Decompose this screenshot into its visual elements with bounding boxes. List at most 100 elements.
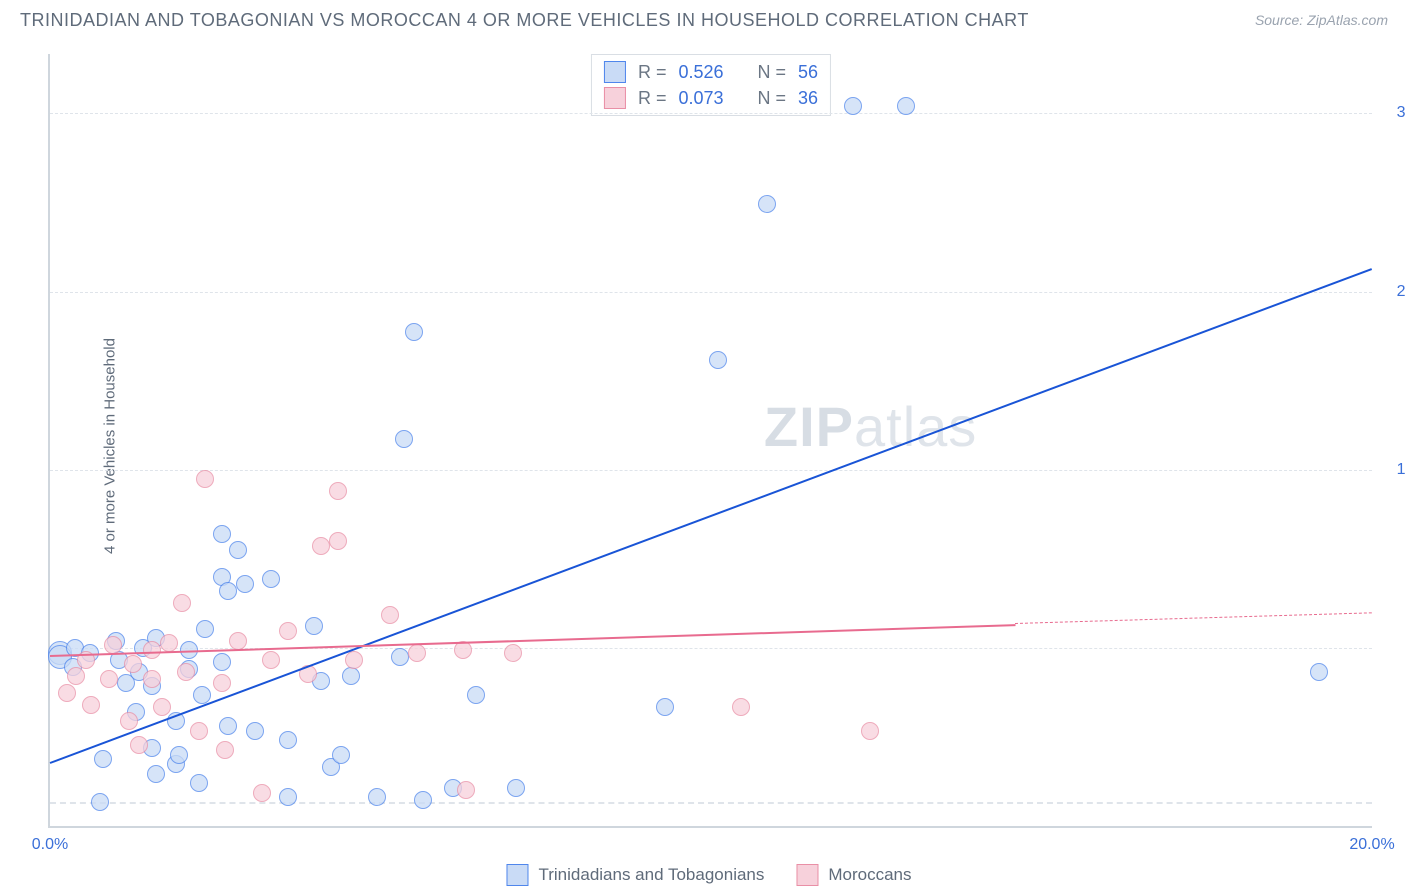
data-point — [262, 651, 280, 669]
data-point — [82, 696, 100, 714]
r-value: 0.526 — [678, 59, 723, 85]
regression-line — [50, 268, 1373, 764]
x-tick-label: 20.0% — [1349, 836, 1394, 854]
legend-row: R = 0.526 N = 56 — [604, 59, 818, 85]
data-point — [381, 606, 399, 624]
data-point — [213, 674, 231, 692]
data-point — [246, 722, 264, 740]
data-point — [177, 663, 195, 681]
legend-item: Trinidadians and Tobagonians — [506, 864, 764, 886]
y-tick-label: 7.5% — [1382, 639, 1406, 657]
data-point — [120, 712, 138, 730]
data-point — [467, 686, 485, 704]
n-value: 36 — [798, 85, 818, 111]
regression-line — [1015, 612, 1372, 624]
data-point — [1310, 663, 1328, 681]
legend-label: Moroccans — [828, 865, 911, 885]
data-point — [279, 622, 297, 640]
legend-swatch — [604, 87, 626, 109]
data-point — [190, 774, 208, 792]
data-point — [504, 644, 522, 662]
data-point — [253, 784, 271, 802]
data-point — [213, 653, 231, 671]
plot-area: ZIPatlas R =0.526N =56R =0.073N =36 7.5%… — [48, 54, 1372, 828]
data-point — [732, 698, 750, 716]
data-point — [457, 781, 475, 799]
data-point — [160, 634, 178, 652]
data-point — [94, 750, 112, 768]
data-point — [153, 698, 171, 716]
legend-row: R = 0.073 N = 36 — [604, 85, 818, 111]
data-point — [391, 648, 409, 666]
gridline — [50, 470, 1372, 471]
data-point — [312, 537, 330, 555]
data-point — [58, 684, 76, 702]
data-point — [196, 470, 214, 488]
gridline — [50, 292, 1372, 293]
data-point — [170, 746, 188, 764]
data-point — [656, 698, 674, 716]
r-label: R = — [638, 59, 667, 85]
data-point — [196, 620, 214, 638]
data-point — [67, 667, 85, 685]
data-point — [91, 793, 109, 811]
data-point — [305, 617, 323, 635]
regression-line — [50, 624, 1015, 657]
n-label: N = — [758, 59, 787, 85]
data-point — [342, 667, 360, 685]
data-point — [329, 482, 347, 500]
data-point — [130, 736, 148, 754]
series-legend: Trinidadians and Tobagonians Moroccans — [506, 864, 911, 886]
data-point — [173, 594, 191, 612]
data-point — [395, 430, 413, 448]
data-point — [279, 788, 297, 806]
data-point — [124, 655, 142, 673]
data-point — [414, 791, 432, 809]
data-point — [405, 323, 423, 341]
y-tick-label: 15.0% — [1382, 461, 1406, 479]
data-point — [216, 741, 234, 759]
legend-swatch — [796, 864, 818, 886]
data-point — [844, 97, 862, 115]
data-point — [229, 541, 247, 559]
data-point — [229, 632, 247, 650]
data-point — [758, 195, 776, 213]
data-point — [709, 351, 727, 369]
legend-swatch — [506, 864, 528, 886]
n-value: 56 — [798, 59, 818, 85]
data-point — [262, 570, 280, 588]
source-label: Source: ZipAtlas.com — [1255, 12, 1388, 28]
correlation-legend: R = 0.526 N = 56 R = 0.073 N = 36 — [591, 54, 831, 116]
data-point — [279, 731, 297, 749]
r-value: 0.073 — [678, 85, 723, 111]
legend-swatch — [604, 61, 626, 83]
data-point — [213, 525, 231, 543]
data-point — [332, 746, 350, 764]
x-tick-label: 0.0% — [32, 836, 68, 854]
chart-title: TRINIDADIAN AND TOBAGONIAN VS MOROCCAN 4… — [20, 10, 1029, 31]
gridline — [50, 113, 1372, 114]
data-point — [368, 788, 386, 806]
legend-item: Moroccans — [796, 864, 911, 886]
r-label: R = — [638, 85, 667, 111]
data-point — [143, 670, 161, 688]
y-tick-label: 22.5% — [1382, 283, 1406, 301]
data-point — [219, 717, 237, 735]
data-point — [236, 575, 254, 593]
data-point — [219, 582, 237, 600]
watermark-light: atlas — [854, 395, 977, 458]
data-point — [100, 670, 118, 688]
watermark-bold: ZIP — [764, 395, 854, 458]
data-point — [147, 765, 165, 783]
data-point — [345, 651, 363, 669]
data-point — [861, 722, 879, 740]
y-tick-label: 30.0% — [1382, 104, 1406, 122]
gridline — [50, 802, 1372, 804]
n-label: N = — [758, 85, 787, 111]
data-point — [507, 779, 525, 797]
data-point — [329, 532, 347, 550]
legend-label: Trinidadians and Tobagonians — [538, 865, 764, 885]
data-point — [897, 97, 915, 115]
data-point — [143, 641, 161, 659]
data-point — [190, 722, 208, 740]
